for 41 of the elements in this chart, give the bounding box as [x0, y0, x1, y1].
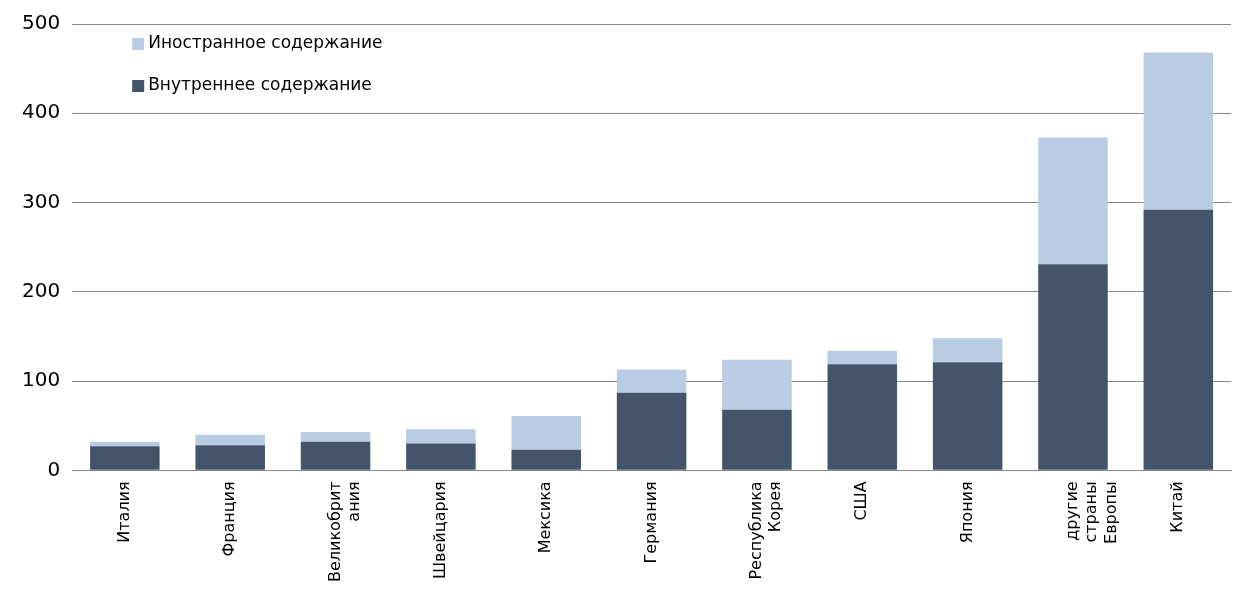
y-tick-label: 200	[21, 278, 61, 303]
bar	[300, 431, 371, 442]
bar	[511, 415, 581, 450]
legend-label: Иностранное содержание	[148, 32, 383, 53]
y-tick-label: 0	[47, 456, 61, 481]
bar	[1143, 52, 1214, 210]
bar	[616, 369, 687, 393]
bar	[406, 443, 476, 470]
x-tick-label: Япония	[956, 481, 976, 544]
bar	[90, 446, 160, 470]
legend-label: Внутреннее содержание	[148, 74, 372, 95]
y-tick-label: 500	[21, 10, 61, 35]
bar	[300, 441, 371, 470]
x-tick-label: Китай	[1167, 481, 1187, 533]
y-tick-label: 400	[21, 99, 61, 124]
x-tick-label: Мексика	[535, 481, 555, 554]
x-tick-label: США	[851, 481, 871, 521]
bar	[511, 449, 581, 470]
bar	[195, 434, 265, 446]
x-tick-label: Германия	[640, 481, 660, 564]
bar	[932, 338, 1003, 363]
bar	[90, 441, 160, 447]
bar	[827, 350, 898, 365]
bar	[722, 409, 792, 470]
x-tick-label: Италия	[114, 481, 133, 543]
bar	[722, 359, 792, 410]
x-tick-label: Франция	[219, 481, 239, 557]
x-tick-label: другие страны Европы	[1062, 481, 1120, 544]
bar	[1038, 264, 1108, 470]
y-tick-label: 300	[21, 188, 61, 213]
bar	[195, 445, 265, 470]
bar	[406, 429, 476, 444]
bar	[827, 364, 898, 470]
bar	[1038, 137, 1108, 265]
bar	[616, 392, 687, 470]
y-tick-label: 100	[21, 367, 61, 392]
x-tick-label: Великобрит ания	[324, 481, 363, 582]
x-tick-label: Республика Корея	[746, 481, 785, 580]
x-tick-label: Швейцария	[430, 481, 450, 580]
bar	[1143, 209, 1214, 470]
bar	[932, 362, 1003, 470]
